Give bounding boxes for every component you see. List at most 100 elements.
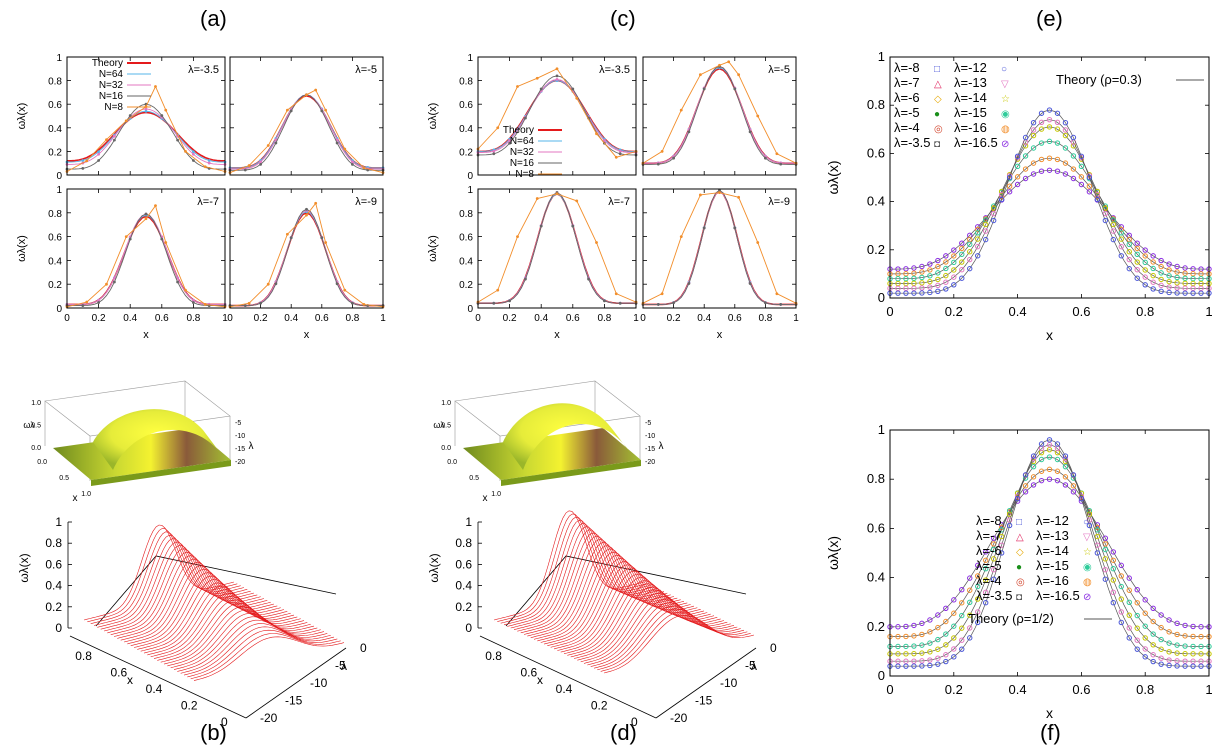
y-tick-label: 0.6 [459, 233, 473, 244]
x-tick-label: 0 [886, 304, 893, 319]
data-point [492, 301, 496, 305]
data-marker [1030, 474, 1037, 480]
data-marker [990, 217, 997, 224]
panel-label-a: (a) [200, 6, 227, 31]
series-line-n-16 [478, 75, 636, 156]
data-point [243, 304, 247, 307]
data-marker [1062, 160, 1069, 166]
data-marker [1150, 605, 1156, 612]
data-marker [943, 286, 949, 292]
y-tick-label: 0.4 [48, 124, 62, 135]
data-marker [1142, 274, 1148, 280]
z-tick-label: 0.5 [441, 423, 451, 430]
z-axis-label: ωλ(x) [427, 553, 441, 582]
data-marker [927, 273, 933, 279]
data-point [176, 280, 180, 284]
waterfall-line [147, 589, 298, 656]
data-point [207, 161, 211, 165]
data-marker [919, 280, 925, 286]
y-tick-label: 0 [878, 290, 885, 305]
data-marker [943, 259, 949, 265]
data-marker [998, 550, 1005, 556]
data-marker [895, 651, 901, 657]
data-marker [1094, 533, 1101, 540]
y-tick-label: 0.8 [459, 77, 473, 88]
legend-marker: □ [934, 64, 940, 75]
data-marker [1134, 251, 1140, 257]
waterfall-line [560, 574, 711, 653]
data-point [351, 160, 354, 164]
theory-label: Theory (ρ=0.3) [1056, 72, 1142, 87]
x-tick-label: 0 [64, 313, 70, 324]
data-marker [983, 549, 989, 555]
data-marker [911, 650, 917, 657]
data-marker [1038, 456, 1045, 463]
data-marker [1038, 119, 1045, 125]
legend-label: λ=-3.5 [976, 588, 1013, 603]
data-marker [1166, 662, 1172, 669]
series-line-n-32 [230, 94, 383, 170]
plot-a-top-left: 00.20.40.60.81ωλ(x)λ=-3.5TheoryN=64N=32N… [16, 53, 227, 182]
data-marker [998, 196, 1005, 203]
data-marker [1158, 257, 1164, 264]
plot-frame [642, 188, 797, 309]
legend-label: λ=-16.5 [954, 135, 998, 150]
plot-frame [889, 56, 1210, 299]
data-marker [1046, 442, 1053, 448]
lambda-tick-label: -15 [285, 694, 303, 708]
lambda-tick-label: -5 [745, 659, 756, 673]
series-line-n-32 [230, 209, 383, 307]
data-marker [983, 589, 989, 596]
waterfall-line [160, 602, 311, 663]
x-tick-label: 0 [475, 313, 481, 324]
data-marker [935, 655, 941, 661]
data-marker [1126, 625, 1132, 631]
data-marker [1070, 166, 1077, 172]
series-line-n-8 [229, 202, 384, 308]
data-marker [927, 278, 933, 285]
waterfall-line [100, 541, 251, 630]
z-tick-label: 0.8 [455, 536, 472, 550]
data-point [343, 147, 347, 151]
data-marker [1038, 126, 1045, 132]
waterfall-line [87, 528, 238, 623]
series-line-n-64 [478, 193, 636, 304]
legend-label: λ=-8 [976, 513, 1002, 528]
data-marker [1198, 663, 1204, 669]
waterfall-line [153, 596, 305, 659]
data-point [113, 138, 116, 142]
data-point [660, 292, 664, 296]
y-tick-label: 1 [467, 53, 473, 64]
waterfall-line [513, 529, 665, 630]
data-marker [975, 583, 981, 590]
data-point [660, 150, 664, 153]
legend-label: λ=-7 [976, 528, 1002, 543]
data-marker [927, 662, 933, 669]
legend-marker: ⊘ [1083, 592, 1091, 603]
data-marker [1134, 240, 1140, 246]
theory-curve [890, 478, 1209, 628]
data-marker [919, 658, 925, 664]
waterfall-line [170, 613, 321, 668]
data-marker [1150, 272, 1156, 279]
data-marker [903, 623, 909, 630]
x-tick-label: 0.2 [92, 313, 106, 324]
data-marker [1062, 120, 1069, 126]
data-point [698, 193, 702, 197]
plot-frame [477, 56, 637, 176]
x-tick-label: 0.8 [1136, 682, 1154, 697]
data-point [775, 152, 779, 156]
data-point [702, 226, 706, 230]
data-marker [1158, 612, 1164, 618]
data-marker [1086, 507, 1093, 514]
y-axis-label: λ [659, 441, 664, 452]
data-marker [967, 625, 973, 631]
data-marker [919, 631, 925, 638]
data-marker [1054, 468, 1061, 474]
data-marker [1174, 274, 1180, 281]
data-point [351, 301, 354, 305]
data-point [259, 160, 262, 164]
plot-a-bottom-left: 0 0.2 0.4 0.6 0.8 1 0 0.2 0.4 0.6 0.8 1 x ωλ(x) λ=-7 [16, 185, 228, 341]
z-tick-label: 0.0 [441, 445, 451, 452]
data-point [535, 76, 539, 80]
